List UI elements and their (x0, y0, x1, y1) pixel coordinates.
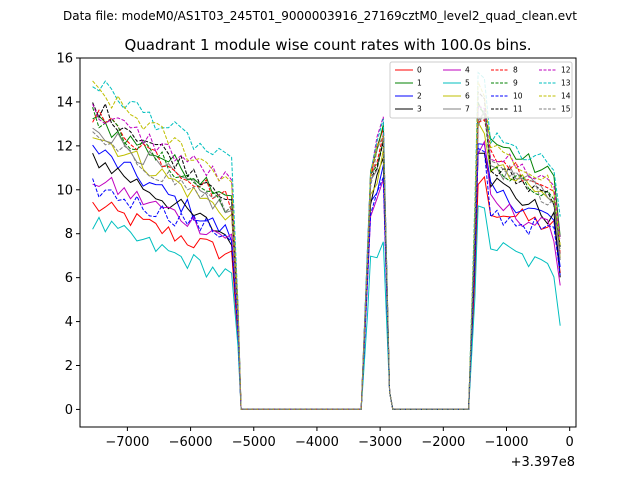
y-tick-label: 2 (65, 359, 73, 374)
legend-label-0: 0 (417, 66, 422, 75)
legend-label-2: 2 (417, 92, 422, 101)
legend-label-11: 11 (513, 105, 523, 114)
legend-label-3: 3 (417, 105, 422, 114)
x-tick-label: −6000 (169, 435, 213, 450)
legend-label-12: 12 (561, 66, 571, 75)
legend-label-14: 14 (561, 92, 571, 101)
suptitle: Data file: modeM0/AS1T03_245T01_90000039… (63, 9, 577, 23)
series-layer (92, 71, 561, 410)
chart-title: Quadrant 1 module wise count rates with … (124, 36, 531, 54)
legend-label-10: 10 (513, 92, 523, 101)
y-tick-label: 12 (56, 139, 73, 154)
plot-area (79, 57, 577, 428)
series-line-14 (92, 80, 561, 410)
legend-label-9: 9 (513, 79, 518, 88)
axes-frame (79, 57, 577, 428)
x-tick-label: 0 (566, 435, 574, 450)
legend-frame (389, 61, 573, 119)
x-tick-label: −5000 (232, 435, 276, 450)
legend-label-4: 4 (465, 66, 470, 75)
y-tick-label: 10 (56, 183, 73, 198)
x-tick-label: −4000 (295, 435, 339, 450)
series-line-15 (92, 109, 561, 410)
y-tick-label: 16 (56, 52, 73, 67)
legend-label-1: 1 (417, 79, 422, 88)
y-axis: 0 2 4 6 8 10 12 14 16 (56, 52, 80, 418)
y-tick-label: 14 (56, 95, 73, 110)
x-axis: −7000 −6000 −5000 −4000 −3000 −2000 −1000 0 (105, 427, 574, 450)
x-offset-label: +3.397e8 (511, 455, 575, 470)
y-tick-label: 0 (65, 403, 73, 418)
x-tick-label: −7000 (105, 435, 149, 450)
x-tick-label: −2000 (421, 435, 465, 450)
legend-label-5: 5 (465, 79, 470, 88)
legend-label-13: 13 (561, 79, 571, 88)
legend-label-7: 7 (465, 105, 470, 114)
legend-label-8: 8 (513, 66, 518, 75)
y-tick-label: 8 (65, 227, 73, 242)
x-tick-label: −1000 (485, 435, 529, 450)
legend-label-15: 15 (561, 105, 571, 114)
legend-label-6: 6 (465, 92, 470, 101)
y-tick-label: 4 (65, 315, 73, 330)
y-tick-label: 6 (65, 271, 73, 286)
x-tick-label: −3000 (358, 435, 402, 450)
